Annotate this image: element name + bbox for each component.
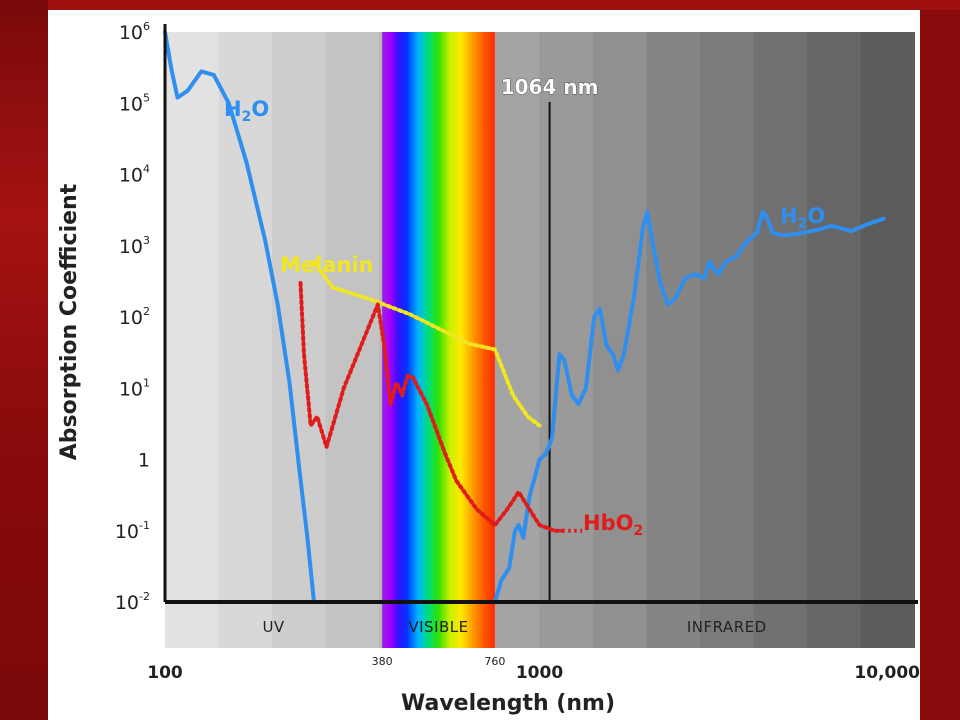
y-tick-exponent: -1 — [139, 519, 150, 532]
series-label-melanin: Melanin — [280, 253, 374, 277]
y-tick-label: 103 — [119, 234, 150, 258]
series-line-hbo2-3 — [298, 281, 565, 533]
y-tick-label: 105 — [119, 91, 150, 115]
series-label-h2o-uv: H2O — [224, 97, 269, 125]
y-tick-exponent: 5 — [143, 91, 150, 104]
x-axis-title: Wavelength (nm) — [401, 691, 615, 716]
x-tick-label: 380 — [372, 655, 393, 668]
background-strip — [325, 32, 380, 648]
band-label-uv: UV — [262, 618, 284, 636]
background-strip — [700, 32, 755, 648]
series-lines — [163, 30, 886, 604]
series-label-h2o-ir-rest: O — [807, 204, 825, 228]
background-strip — [218, 32, 273, 648]
background-strip — [753, 32, 808, 648]
y-tick-exponent: 6 — [143, 20, 150, 33]
band-label-infrared: INFRARED — [687, 618, 767, 636]
y-tick-base: 1 — [138, 450, 150, 472]
y-tick-exponent: 1 — [143, 376, 150, 389]
background-strip — [593, 32, 648, 648]
y-tick-base: 10 — [119, 307, 143, 329]
series-label-h2o-uv-base: H — [224, 97, 242, 121]
y-tick-base: 10 — [115, 592, 139, 614]
y-tick-label: 104 — [119, 163, 150, 187]
series-label-hbo2: HbO2 — [583, 511, 643, 539]
chart-figure: 10-2 10-1 1 101 102 103 104 105 106 100 380 760 1000… — [48, 10, 920, 720]
series-label-h2o-ir: H2O — [780, 204, 825, 232]
background-strip — [272, 32, 327, 648]
slide-background-top — [0, 0, 960, 10]
series-line-h2o-1 — [492, 209, 886, 604]
band-label-visible: VISIBLE — [408, 618, 468, 636]
y-tick-base: 10 — [119, 22, 143, 44]
y-tick-base: 10 — [115, 521, 139, 543]
y-tick-base: 10 — [119, 165, 143, 187]
series-label-h2o-ir-sub: 2 — [798, 216, 808, 232]
y-tick-base: 10 — [119, 93, 143, 115]
series-label-h2o-ir-base: H — [780, 204, 798, 228]
background-strip — [165, 32, 220, 648]
slide-background-left — [0, 0, 48, 720]
y-tick-label: 10-1 — [115, 519, 150, 543]
background-strip — [539, 32, 594, 648]
marker-1064-label: 1064 nm — [501, 75, 599, 99]
series-label-h2o-uv-rest: O — [251, 97, 269, 121]
series-label-hbo2-sub: 2 — [633, 523, 643, 539]
y-tick-exponent: -2 — [139, 590, 150, 603]
spectrum-bands — [382, 32, 495, 648]
x-tick-label: 1000 — [516, 663, 563, 683]
y-tick-label: 106 — [119, 20, 150, 44]
x-tick-label: 10,000 — [854, 663, 920, 683]
plot-background — [165, 32, 915, 648]
y-axis-title: Absorption Coefficient — [57, 183, 82, 460]
x-tick-label: 760 — [484, 655, 505, 668]
series-line-melanin-2 — [312, 259, 542, 428]
series-line-h2o-0 — [163, 30, 316, 604]
x-tick-label: 100 — [147, 663, 183, 683]
y-tick-label: 101 — [119, 376, 150, 400]
background-strip — [860, 32, 915, 648]
background-strip — [646, 32, 701, 648]
y-tick-label: 10-2 — [115, 590, 150, 614]
series-label-hbo2-base: HbO — [583, 511, 633, 535]
y-tick-exponent: 3 — [143, 234, 150, 247]
y-tick-exponent: 2 — [143, 305, 150, 318]
series-label-h2o-uv-sub: 2 — [242, 109, 252, 125]
y-tick-base: 10 — [119, 378, 143, 400]
visible-spectrum-band — [382, 32, 495, 648]
y-tick-exponent: 4 — [143, 163, 150, 176]
y-tick-label: 102 — [119, 305, 150, 329]
y-tick-base: 10 — [119, 236, 143, 258]
background-strip — [807, 32, 862, 648]
y-tick-label: 1 — [138, 450, 150, 472]
